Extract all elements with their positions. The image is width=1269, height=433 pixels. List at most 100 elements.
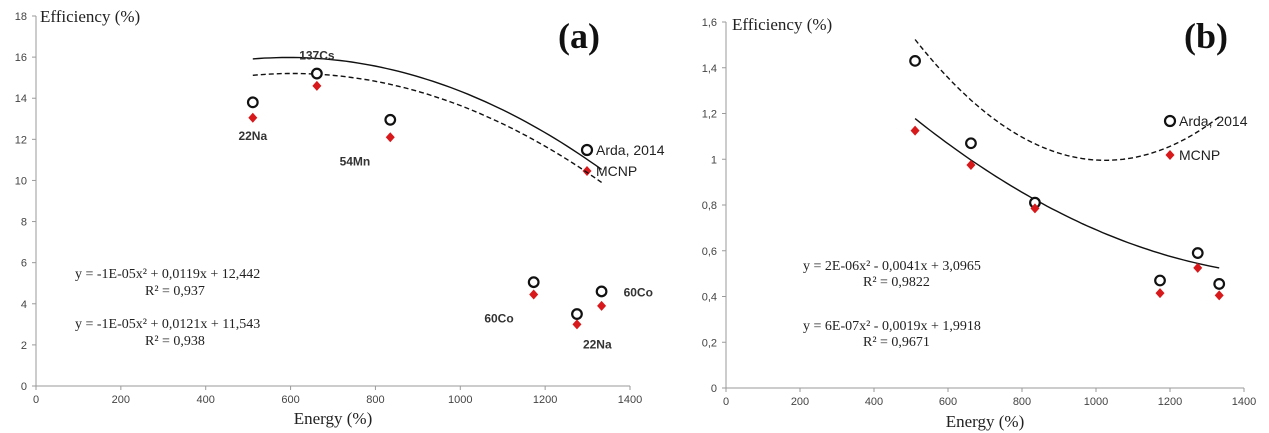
chart-a-y-tick-label: 8 <box>21 217 27 229</box>
chart-a-mcnp-point <box>597 300 607 311</box>
chart-a-panel-label: (a) <box>558 16 600 56</box>
chart-a-arda-point <box>595 285 608 298</box>
chart-a-arda-point <box>571 308 583 320</box>
legend-a-item-arda: Arda, 2014 <box>580 142 665 158</box>
legend-b-open-circle-marker <box>1163 114 1177 128</box>
chart-a-x-tick-label: 1400 <box>618 394 642 406</box>
chart-b-fit-curve-dashed <box>914 39 1220 161</box>
chart-b-x-tick-label: 1000 <box>1084 396 1108 408</box>
chart-a-mcnp-point <box>385 132 395 143</box>
equation-a-1-formula: y = -1E-05x² + 0,0119x + 12,442 <box>75 267 260 282</box>
chart-a-arda-point <box>527 276 540 289</box>
chart-a-equations: y = -1E-05x² + 0,0119x + 12,442 R² = 0,9… <box>75 267 260 349</box>
chart-b-x-tick-label: 1200 <box>1158 396 1182 408</box>
chart-b-fit-curve-solid <box>914 118 1220 269</box>
chart-a-isotope-label: 60Co <box>484 312 513 326</box>
chart-a-y-tick-label: 12 <box>15 134 27 146</box>
legend-a-diamond-marker <box>582 166 592 176</box>
chart-a-isotope-label: 22Na <box>583 337 612 351</box>
chart-b-x-tick-label: 600 <box>939 396 957 408</box>
legend-b-mcnp-label: MCNP <box>1179 147 1220 163</box>
chart-b-y-tick-label: 1,4 <box>702 63 717 75</box>
chart-a-mcnp-point <box>248 112 258 123</box>
legend-a-item-mcnp: MCNP <box>582 163 637 179</box>
chart-b-arda-point <box>909 54 921 67</box>
chart-a-x-tick-label: 600 <box>281 394 299 406</box>
legend-b-arda-label: Arda, 2014 <box>1179 113 1248 129</box>
chart-b-y-tick-label: 0,2 <box>702 337 717 349</box>
equation-b-2-r2: R² = 0,9671 <box>863 335 930 350</box>
chart-b-arda-point <box>965 137 977 150</box>
chart-a-y-tick-label: 18 <box>15 11 27 23</box>
chart-a-mcnp-point <box>312 80 322 91</box>
chart-a-y-tick-label: 0 <box>21 381 27 393</box>
chart-a-isotope-label: 137Cs <box>299 49 335 63</box>
chart-a-x-tick-label: 0 <box>33 394 39 406</box>
chart-b-ylabel: Efficiency (%) <box>732 15 832 34</box>
chart-a-legend: Arda, 2014 MCNP <box>580 142 665 179</box>
chart-a-fit-curve-solid <box>252 56 603 170</box>
chart-a-y-tick-label: 10 <box>15 175 27 187</box>
equation-b-1-formula: y = 2E-06x² - 0,0041x + 3,0965 <box>803 259 981 274</box>
legend-b-item-mcnp: MCNP <box>1165 147 1220 163</box>
equation-a-1-r2: R² = 0,937 <box>145 284 205 299</box>
chart-b-mcnp-point <box>966 159 976 170</box>
chart-a-x-tick-label: 800 <box>366 394 384 406</box>
chart-b-y-tick-label: 0,6 <box>702 246 717 258</box>
chart-b-x-tick-label: 1400 <box>1232 396 1256 408</box>
chart-a-fit-curve-dashed <box>252 72 602 183</box>
chart-b-x-tick-label: 800 <box>1013 396 1031 408</box>
chart-a-xlabel: Energy (%) <box>294 409 373 428</box>
legend-a-mcnp-label: MCNP <box>596 163 637 179</box>
chart-a-x-tick-label: 1000 <box>448 394 472 406</box>
chart-panel-a: Efficiency (%) (a) Energy (%) Arda, 2014… <box>15 7 665 428</box>
equation-a-2-formula: y = -1E-05x² + 0,0121x + 11,543 <box>75 317 260 332</box>
legend-b-item-arda: Arda, 2014 <box>1163 113 1248 129</box>
chart-a-isotope-label: 22Na <box>238 129 267 143</box>
equation-b-1-r2: R² = 0,9822 <box>863 275 930 290</box>
chart-a-x-tick-label: 1200 <box>533 394 557 406</box>
chart-a-y-tick-label: 6 <box>21 258 27 270</box>
chart-b-legend: Arda, 2014 MCNP <box>1163 113 1248 163</box>
chart-a-mcnp-point <box>572 319 582 330</box>
chart-a-isotope-label: 54Mn <box>340 154 371 168</box>
chart-b-mcnp-point <box>1155 288 1165 299</box>
chart-a-arda-point <box>246 96 259 109</box>
chart-b-xlabel: Energy (%) <box>946 412 1025 431</box>
legend-a-open-circle-marker <box>580 143 594 157</box>
chart-b-y-tick-label: 1 <box>711 154 717 166</box>
chart-a-arda-point <box>384 113 397 126</box>
chart-a-y-tick-label: 2 <box>21 340 27 352</box>
chart-a-mcnp-point <box>529 289 539 300</box>
chart-b-mcnp-point <box>910 125 920 136</box>
legend-b-diamond-marker <box>1165 150 1175 160</box>
chart-b-x-tick-label: 400 <box>865 396 883 408</box>
chart-a-x-tick-label: 200 <box>112 394 130 406</box>
chart-b-y-tick-label: 1,6 <box>702 17 717 29</box>
equation-b-2-formula: y = 6E-07x² - 0,0019x + 1,9918 <box>803 319 981 334</box>
legend-a-arda-label: Arda, 2014 <box>596 142 665 158</box>
chart-b-panel-label: (b) <box>1184 16 1228 56</box>
chart-a-y-tick-label: 4 <box>21 299 27 311</box>
chart-a-arda-point <box>310 67 323 80</box>
equation-a-2-r2: R² = 0,938 <box>145 334 205 349</box>
chart-a-isotope-label: 60Co <box>624 285 653 299</box>
chart-b-equations: y = 2E-06x² - 0,0041x + 3,0965 R² = 0,98… <box>803 259 981 350</box>
chart-b-arda-point <box>1213 278 1226 290</box>
chart-b-y-tick-label: 0,4 <box>702 292 717 304</box>
chart-b-y-tick-label: 1,2 <box>702 109 717 121</box>
chart-b-y-tick-label: 0,8 <box>702 200 717 212</box>
chart-a-x-tick-label: 400 <box>197 394 215 406</box>
chart-a-ylabel: Efficiency (%) <box>40 7 140 26</box>
chart-b-arda-point <box>1154 274 1166 287</box>
chart-a-y-tick-label: 16 <box>15 52 27 64</box>
chart-b-mcnp-point <box>1214 290 1224 301</box>
chart-panel-b: Efficiency (%) (b) Energy (%) Arda, 2014… <box>702 15 1257 431</box>
chart-b-arda-point <box>1191 247 1204 259</box>
chart-b-x-tick-label: 0 <box>723 396 729 408</box>
chart-b-mcnp-point <box>1030 203 1040 214</box>
chart-b-y-tick-label: 0 <box>711 383 717 395</box>
chart-b-x-tick-label: 200 <box>791 396 809 408</box>
chart-b-mcnp-point <box>1193 262 1203 273</box>
